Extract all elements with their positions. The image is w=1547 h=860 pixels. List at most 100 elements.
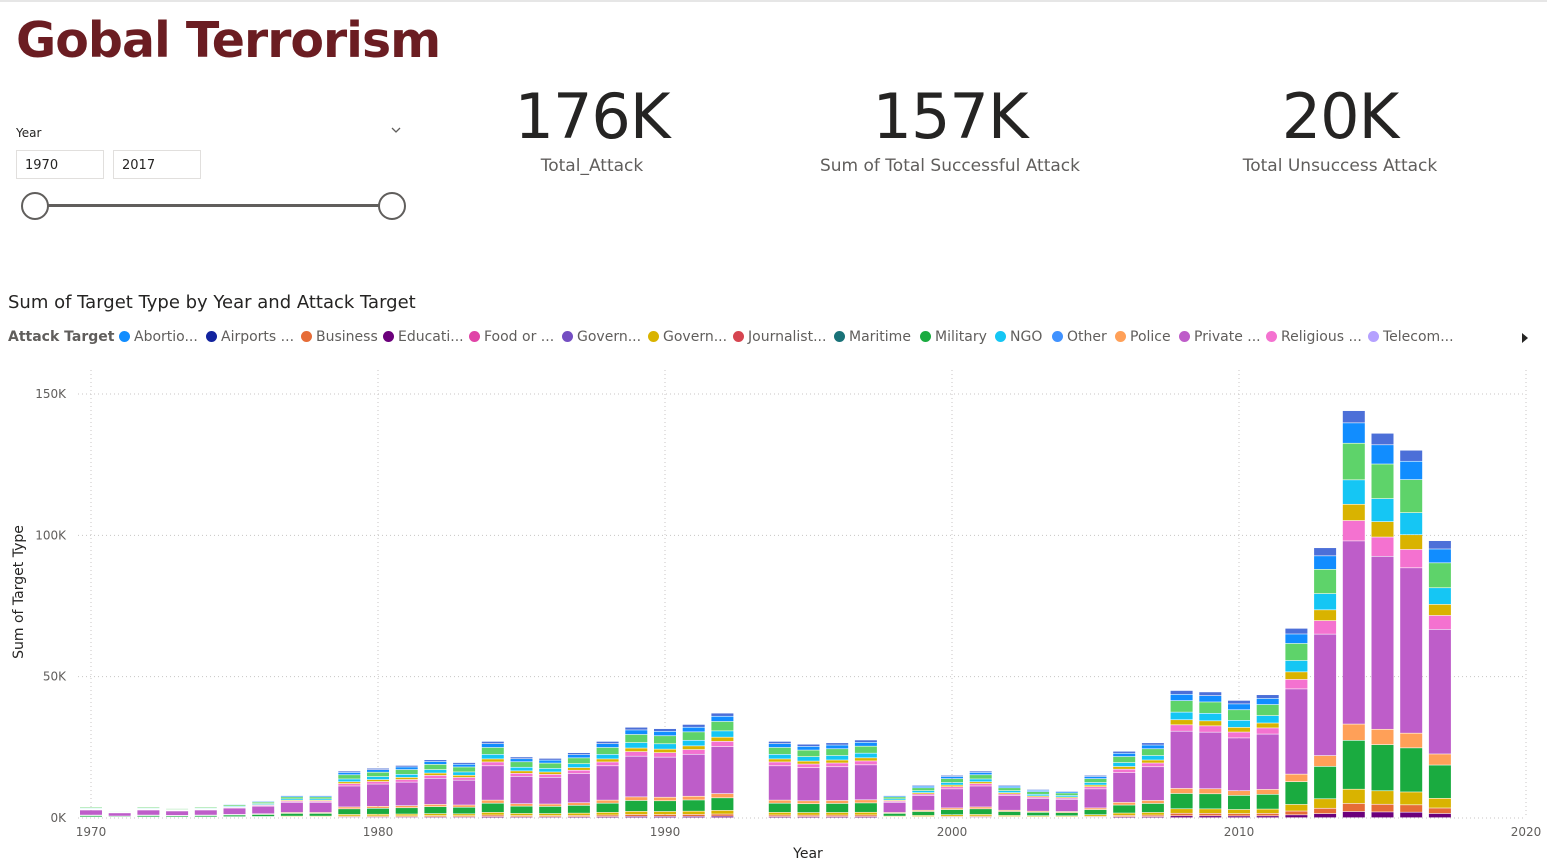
chart-title: Sum of Target Type by Year and Attack Ta…	[8, 292, 416, 313]
bar-segment	[453, 780, 476, 805]
bar-segment	[1141, 812, 1164, 815]
x-axis-title: Year	[792, 846, 823, 860]
bar-segment	[338, 807, 361, 809]
bar-segment	[481, 741, 504, 744]
bar-segment	[826, 760, 849, 763]
bar-segment	[1199, 702, 1222, 713]
bar-segment	[424, 764, 447, 770]
bar-segment	[768, 815, 791, 817]
year-end-input[interactable]: 2017	[113, 150, 201, 179]
bar-segment	[1084, 787, 1107, 789]
bar-segment	[1027, 797, 1050, 799]
bar-segment	[510, 757, 533, 759]
bar-segment	[912, 795, 935, 810]
bar-segment	[1314, 620, 1337, 634]
legend-item[interactable]: Journalist...	[733, 329, 826, 345]
bar-segment	[969, 814, 992, 816]
bar-segment	[539, 758, 562, 760]
bar-segment	[854, 803, 877, 812]
bar-segment	[338, 783, 361, 786]
legend-item[interactable]: Maritime	[834, 329, 911, 345]
bar-segment	[395, 814, 418, 816]
legend-next-arrow-icon[interactable]	[1520, 331, 1530, 345]
bar-segment	[1113, 762, 1136, 767]
legend-dot	[834, 331, 845, 342]
bar-segment	[1228, 720, 1250, 728]
bar-segment	[711, 741, 734, 747]
bar-segment	[1141, 767, 1164, 801]
legend-item[interactable]: Abortio...	[119, 329, 198, 345]
legend-item[interactable]: Private ...	[1179, 329, 1261, 345]
legend-item[interactable]: Educati...	[383, 329, 464, 345]
legend-dot	[119, 331, 130, 342]
bar-segment	[682, 811, 705, 815]
legend-item[interactable]: Business	[301, 329, 378, 345]
y-axis-title: Sum of Target Type	[11, 525, 27, 659]
bar-segment	[1228, 738, 1250, 791]
page-title: Gobal Terrorism	[16, 12, 441, 69]
bar-segment	[424, 804, 447, 807]
bar-segment	[1113, 802, 1136, 805]
bar-segment	[1342, 410, 1365, 423]
bar-segment	[768, 759, 791, 762]
bar-segment	[1113, 815, 1136, 817]
bar-segment	[912, 792, 935, 794]
legend-item[interactable]: Police	[1115, 329, 1171, 345]
bar-segment	[1084, 815, 1107, 816]
bar-segment	[309, 801, 332, 803]
bar-segment	[912, 788, 935, 791]
bar-segment	[969, 779, 992, 782]
bar-segment	[768, 754, 791, 759]
legend-item[interactable]: Airports ...	[206, 329, 294, 345]
bar-segment	[1084, 778, 1107, 783]
bar-segment	[1084, 775, 1107, 777]
bar-segment	[854, 746, 877, 753]
bar-segment	[108, 813, 131, 816]
bar-segment	[1285, 643, 1308, 661]
bar-segment	[166, 816, 189, 817]
bar-segment	[395, 808, 418, 814]
bar-segment	[1285, 689, 1308, 774]
bar-segment	[338, 771, 361, 773]
kpi-label: Total_Attack	[540, 156, 644, 176]
legend-item[interactable]: Govern...	[562, 329, 641, 345]
legend-item[interactable]: Govern...	[648, 329, 727, 345]
bar-segment	[280, 796, 303, 797]
legend-item[interactable]: Military	[920, 329, 987, 345]
bar-segment	[941, 809, 963, 815]
bar-segment	[797, 746, 820, 750]
slider-end-handle[interactable]	[378, 192, 406, 220]
bar-segment	[1342, 803, 1365, 812]
bar-segment	[567, 773, 590, 803]
year-slicer[interactable]: Year 1970 2017	[16, 120, 408, 230]
legend-item[interactable]: Other	[1052, 329, 1107, 345]
bar-segment	[797, 804, 820, 813]
legend-item[interactable]: Food or ...	[469, 329, 554, 345]
bar-segment	[1170, 809, 1193, 813]
legend-item[interactable]: Telecom...	[1368, 329, 1454, 345]
legend-dot	[1052, 331, 1063, 342]
bar-segment	[1314, 808, 1337, 814]
y-tick-label: 150K	[35, 387, 67, 401]
bar-segment	[826, 767, 849, 801]
slider-track[interactable]	[35, 204, 393, 207]
bar-segment	[395, 779, 418, 782]
legend-item[interactable]: Religious ...	[1266, 329, 1362, 345]
legend-item[interactable]: NGO	[995, 329, 1042, 345]
year-start-input[interactable]: 1970	[16, 150, 104, 179]
kpi-total-attack: 176K Total_Attack	[472, 82, 712, 177]
bar-segment	[280, 802, 303, 813]
bar-segment	[625, 800, 648, 812]
slider-start-handle[interactable]	[21, 192, 49, 220]
bar-segment	[625, 751, 648, 756]
bar-segment	[1314, 813, 1337, 818]
bar-segment	[826, 800, 849, 804]
bar-segment	[654, 797, 676, 801]
legend-dot	[383, 331, 394, 342]
bar-segment	[768, 803, 791, 813]
bar-segment	[1256, 698, 1279, 705]
bar-segment	[510, 813, 533, 816]
bar-segment	[1314, 755, 1337, 767]
chevron-down-icon[interactable]	[390, 124, 402, 136]
bar-segment	[453, 762, 476, 764]
